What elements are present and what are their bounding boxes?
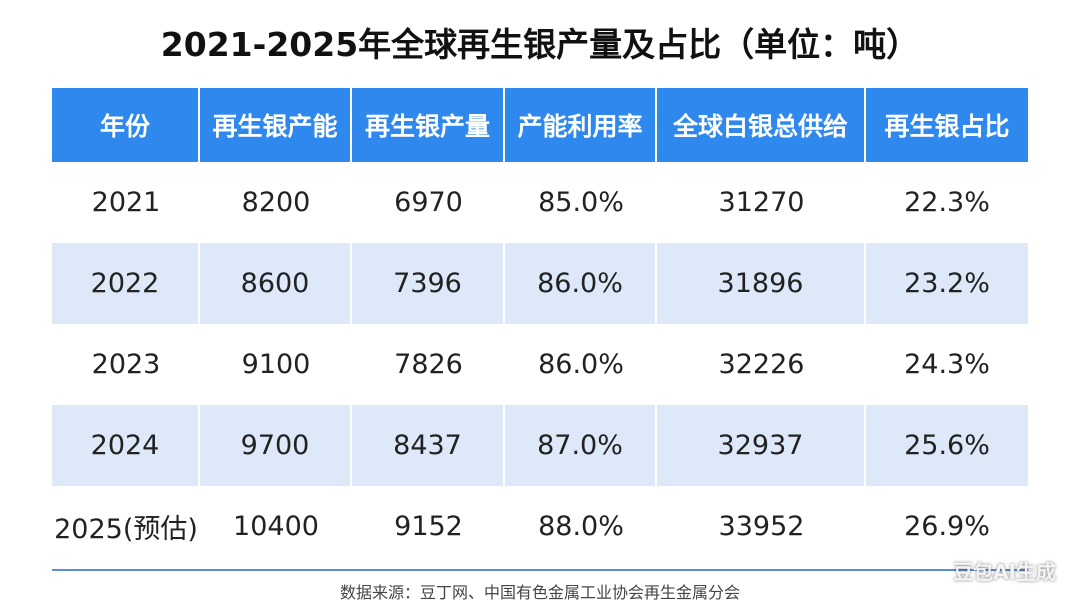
table-cell: 9100 bbox=[241, 349, 311, 380]
table-cell: 85.0% bbox=[538, 187, 624, 218]
table-cell: 32226 bbox=[718, 349, 805, 380]
table-cell: 7396 bbox=[352, 243, 505, 324]
header-row: 年份 再生银产能 再生银产量 产能利用率 全球白银总供给 再生银占比 bbox=[52, 88, 1028, 162]
table-cell: 25.6% bbox=[904, 430, 990, 461]
table-cell: 32937 bbox=[657, 405, 866, 486]
table-cell: 10400 bbox=[233, 511, 319, 542]
table-cell: 86.0% bbox=[505, 243, 657, 324]
table-cell: 87.0% bbox=[505, 405, 657, 486]
table-cell: 33952 bbox=[718, 511, 805, 542]
table-cell: 2025(预估) bbox=[54, 514, 198, 545]
table-cell: 23.2% bbox=[904, 268, 990, 299]
table-cell: 6970 bbox=[394, 187, 463, 218]
table-cell: 88.0% bbox=[538, 511, 624, 542]
table-cell: 31896 bbox=[657, 243, 866, 324]
table-row: 2024 9700 8437 87.0% 32937 25.6% bbox=[52, 405, 1028, 486]
table-cell: 2021 bbox=[91, 187, 161, 218]
source: 数据来源：豆丁网、中国有色金属工业协会再生金属分会 bbox=[339, 583, 740, 602]
table-row: 2023 9100 7826 86.0% 32226 24.3% bbox=[52, 324, 1028, 405]
table: 年份 再生银产能 再生银产量 产能利用率 全球白银总供给 再生银占比 2021 8200 697… bbox=[52, 88, 1028, 567]
table-cell: 9152 bbox=[394, 511, 463, 542]
table-cell: 31270 bbox=[718, 187, 805, 218]
table-cell: 86.0% bbox=[538, 349, 624, 380]
table-row: 2021 8200 6970 85.0% 31270 22.3% bbox=[52, 162, 1028, 243]
header-cell: 再生银占比 bbox=[884, 112, 1010, 141]
header-cell: 再生银产能 bbox=[200, 88, 352, 162]
table-cell: 2022 bbox=[52, 243, 200, 324]
table-cell: 22.3% bbox=[904, 187, 990, 218]
table-cell: 24.3% bbox=[904, 349, 990, 380]
table-row: 2025(预估) 10400 9152 88.0% 33952 26.9% bbox=[52, 486, 1028, 567]
table-row: 2022 8600 7396 86.0% 31896 23.2% bbox=[52, 243, 1028, 324]
table-cell: 2023 bbox=[91, 349, 161, 380]
table-cell: 26.9% bbox=[904, 511, 990, 542]
bottom-rule bbox=[52, 569, 1028, 571]
table-cell: 7826 bbox=[394, 349, 463, 380]
title: 2021-2025年全球再生银产量及占比（单位：吨） bbox=[160, 25, 920, 64]
table-cell: 8200 bbox=[241, 187, 311, 218]
header-cell: 产能利用率 bbox=[505, 88, 657, 162]
header-cell: 再生银产量 bbox=[352, 88, 505, 162]
header-cell: 年份 bbox=[52, 88, 200, 162]
table-cell: 9700 bbox=[200, 405, 352, 486]
watermark: 豆包AI生成 bbox=[953, 560, 1056, 584]
header-cell: 全球白银总供给 bbox=[657, 88, 866, 162]
table-cell: 2024 bbox=[52, 405, 200, 486]
table-cell: 8600 bbox=[200, 243, 352, 324]
table-cell: 8437 bbox=[352, 405, 505, 486]
